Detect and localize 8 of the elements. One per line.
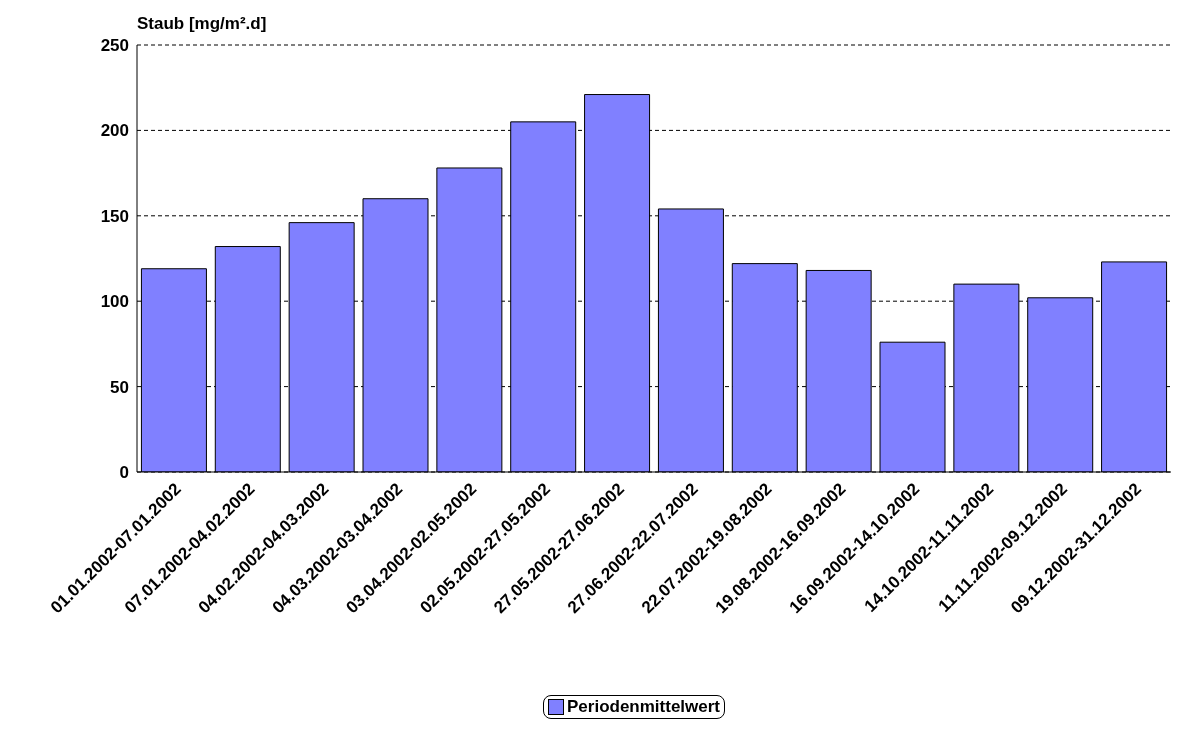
y-tick-label: 100 xyxy=(100,292,129,312)
legend-label: Periodenmittelwert xyxy=(567,697,721,717)
y-tick-label: 0 xyxy=(119,463,129,483)
y-tick-label: 250 xyxy=(100,36,129,56)
y-axis-title: Staub [mg/m².d] xyxy=(137,14,267,34)
y-tick-label: 150 xyxy=(100,206,129,226)
y-tick-label: 50 xyxy=(110,377,129,397)
y-tick-label: 200 xyxy=(100,121,129,141)
